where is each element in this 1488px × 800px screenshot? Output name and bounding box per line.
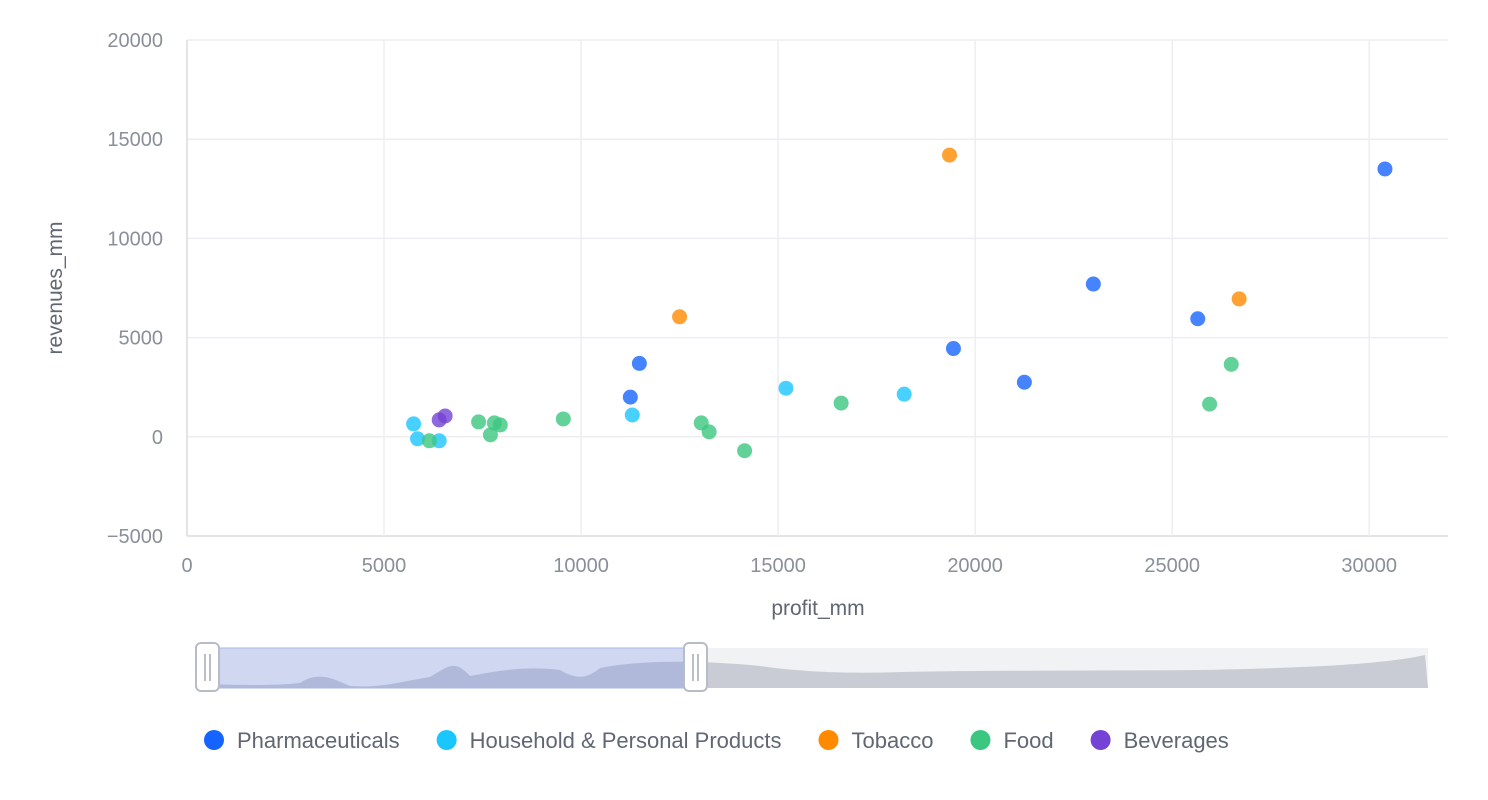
x-tick-label: 25000 <box>1144 555 1200 577</box>
data-point[interactable] <box>945 341 961 357</box>
x-axis: 0 5000 10000 15000 20000 25000 30000 <box>181 555 1397 577</box>
data-point[interactable] <box>701 424 717 440</box>
series-household-personal-products <box>406 380 912 449</box>
legend-label: Household & Personal Products <box>470 728 782 753</box>
x-tick-label: 5000 <box>362 555 407 577</box>
data-point[interactable] <box>622 389 638 405</box>
data-points <box>406 147 1393 459</box>
y-axis-title: revenues_mm <box>44 221 67 354</box>
y-tick-label: 5000 <box>119 328 164 350</box>
series-tobacco <box>672 147 1247 325</box>
data-point[interactable] <box>1202 396 1218 412</box>
grid-lines <box>186 39 1448 537</box>
y-tick-label: 20000 <box>107 30 163 52</box>
y-tick-label: 0 <box>152 427 163 449</box>
x-tick-label: 30000 <box>1341 555 1397 577</box>
data-point[interactable] <box>1190 311 1206 327</box>
data-point[interactable] <box>421 433 437 449</box>
y-axis: −5000 0 5000 10000 15000 20000 <box>107 30 163 548</box>
series-beverages <box>431 408 453 428</box>
legend-marker <box>818 730 839 750</box>
data-point[interactable] <box>833 395 849 411</box>
legend-marker <box>436 730 457 750</box>
data-point[interactable] <box>1377 161 1393 177</box>
legend-item[interactable]: Tobacco <box>818 728 934 753</box>
data-point[interactable] <box>631 355 647 371</box>
legend-label: Tobacco <box>852 728 934 753</box>
data-point[interactable] <box>778 380 794 396</box>
x-tick-label: 10000 <box>553 555 609 577</box>
series-food <box>421 356 1239 459</box>
legend-item[interactable]: Pharmaceuticals <box>204 728 400 753</box>
zoom-handle-right[interactable] <box>683 642 708 692</box>
y-tick-label: 10000 <box>107 228 163 250</box>
x-tick-label: 15000 <box>750 555 806 577</box>
legend-label: Beverages <box>1124 728 1229 753</box>
legend-marker <box>970 730 991 750</box>
data-point[interactable] <box>672 309 688 325</box>
legend-item[interactable]: Household & Personal Products <box>436 728 782 753</box>
data-point[interactable] <box>555 411 571 427</box>
legend-item[interactable]: Beverages <box>1090 728 1229 753</box>
x-axis-title: profit_mm <box>771 597 864 620</box>
data-point[interactable] <box>437 408 453 424</box>
x-tick-label: 20000 <box>947 555 1003 577</box>
legend-label: Food <box>1003 728 1053 753</box>
data-zoom-slider[interactable] <box>195 642 1428 692</box>
legend-marker <box>1090 730 1111 750</box>
data-point[interactable] <box>471 414 487 430</box>
data-point[interactable] <box>492 417 508 433</box>
series-pharmaceuticals <box>622 161 1393 405</box>
data-point[interactable] <box>624 407 640 423</box>
zoom-selection-window[interactable] <box>206 647 696 689</box>
legend-item[interactable]: Food <box>970 728 1054 753</box>
legend: Pharmaceuticals Household & Personal Prod… <box>204 728 1229 753</box>
x-tick-label: 0 <box>181 555 192 577</box>
legend-label: Pharmaceuticals <box>237 728 400 753</box>
data-point[interactable] <box>410 431 426 447</box>
data-point[interactable] <box>1016 374 1032 390</box>
data-point[interactable] <box>406 416 422 432</box>
data-point[interactable] <box>942 147 958 163</box>
data-point[interactable] <box>482 427 498 443</box>
zoom-preview-area <box>207 655 1428 688</box>
data-point[interactable] <box>1231 291 1247 307</box>
y-tick-label: 15000 <box>107 129 163 151</box>
zoom-handle-left[interactable] <box>195 642 220 692</box>
data-point[interactable] <box>1223 356 1239 372</box>
legend-marker <box>204 730 224 750</box>
data-point[interactable] <box>896 386 912 402</box>
data-point[interactable] <box>1085 276 1101 292</box>
data-point[interactable] <box>737 443 753 459</box>
y-tick-label: −5000 <box>107 526 163 548</box>
